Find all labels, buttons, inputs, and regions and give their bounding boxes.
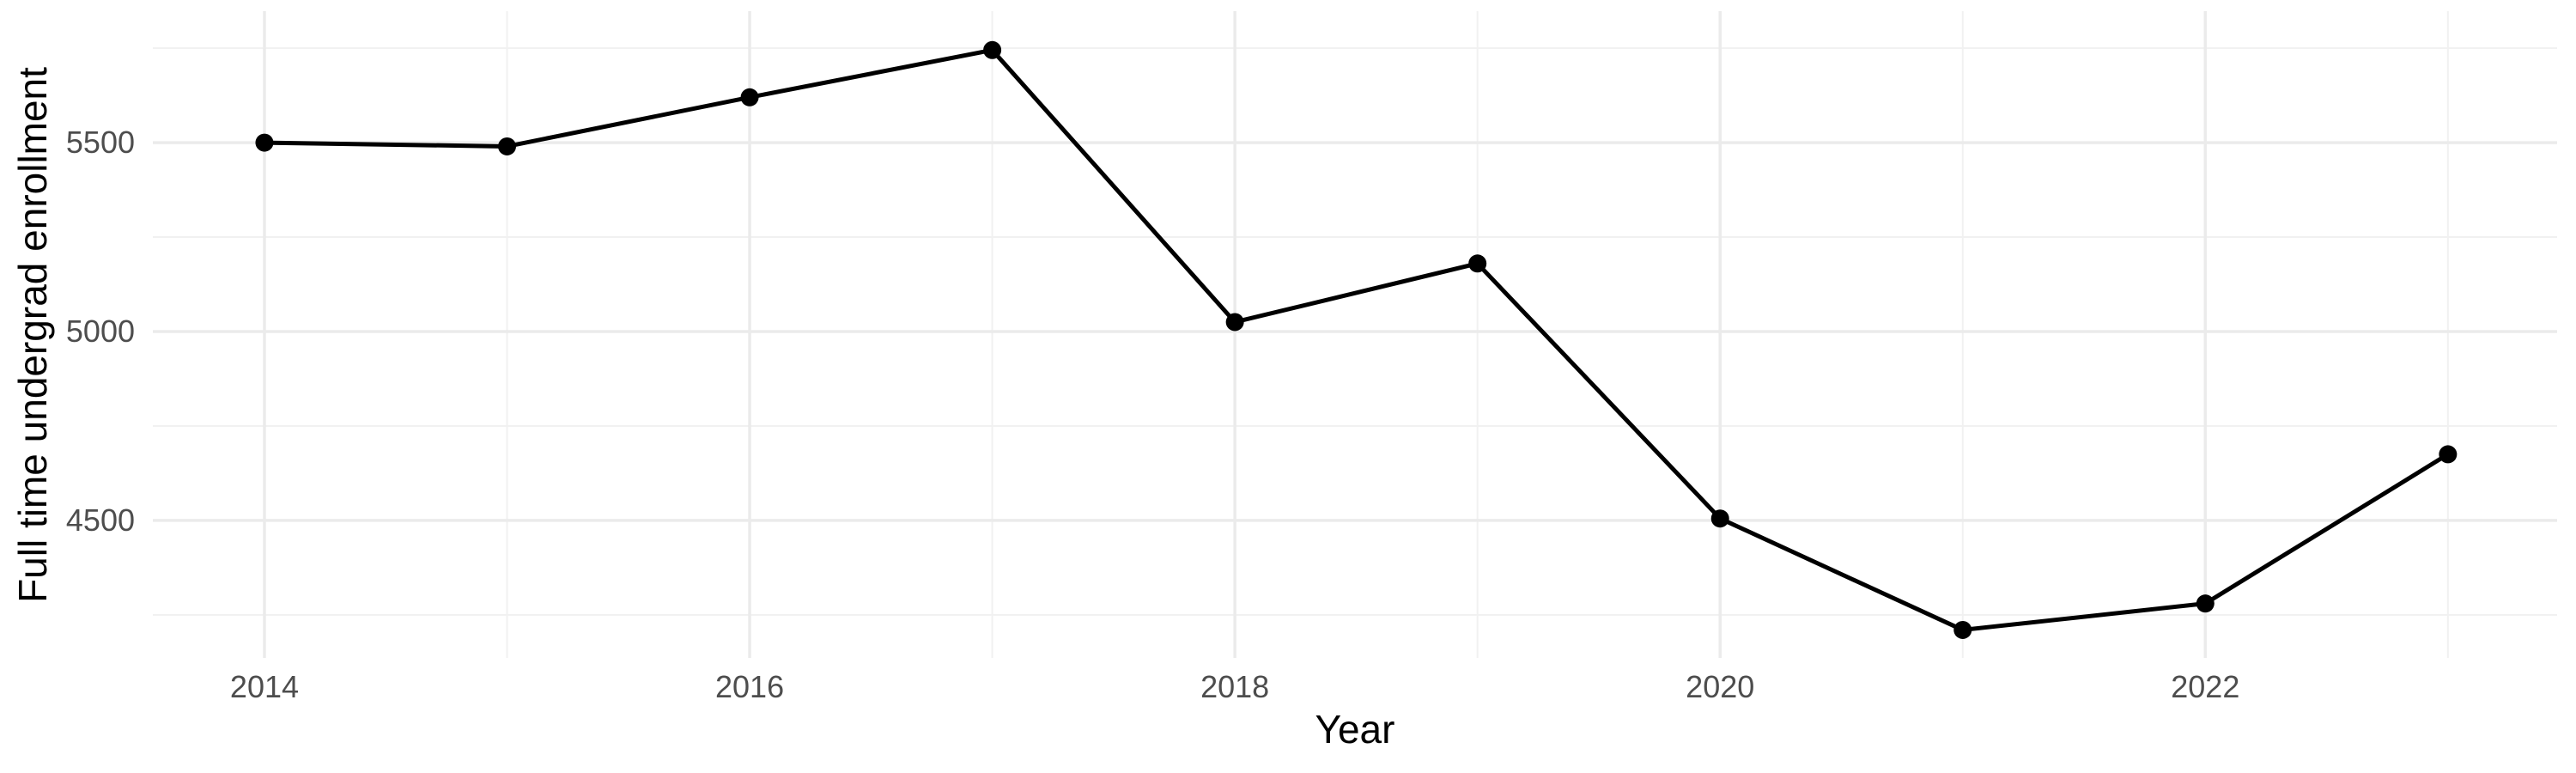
x-tick-label-2014: 2014 bbox=[229, 669, 300, 704]
data-point-2014 bbox=[255, 133, 274, 152]
data-point-2017 bbox=[983, 40, 1002, 59]
enrollment-trend-line bbox=[264, 47, 2450, 632]
data-point-2015 bbox=[498, 137, 517, 155]
data-point-2020 bbox=[1710, 509, 1729, 528]
x-tick-label-2018: 2018 bbox=[1200, 669, 1270, 704]
x-tick-label-2020: 2020 bbox=[1686, 669, 1755, 704]
y-tick-label-5500: 5500 bbox=[65, 125, 135, 161]
data-point-2023 bbox=[2439, 445, 2458, 464]
y-tick-label-4500: 4500 bbox=[65, 502, 135, 538]
data-point-2021 bbox=[1953, 620, 1972, 639]
data-point-2022 bbox=[2196, 594, 2215, 613]
y-tick-label-5000: 5000 bbox=[65, 313, 135, 349]
data-point-2018 bbox=[1225, 313, 1244, 332]
data-point-2019 bbox=[1468, 254, 1487, 273]
x-axis-title: Year bbox=[1315, 707, 1395, 752]
x-tick-label-2016: 2016 bbox=[715, 669, 785, 704]
data-point-2016 bbox=[740, 88, 759, 107]
x-tick-label-2022: 2022 bbox=[2171, 669, 2240, 704]
